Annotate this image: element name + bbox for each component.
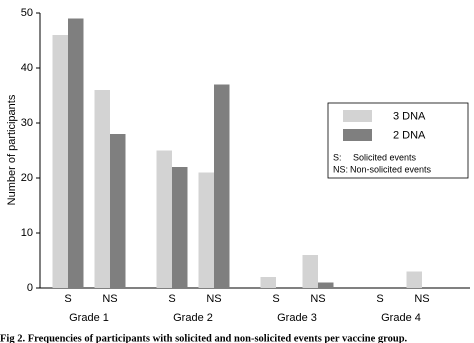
x-tick-label: S [168, 293, 175, 305]
group-label: Grade 4 [381, 312, 421, 324]
y-tick-label: 0 [27, 282, 33, 294]
legend-swatch [343, 110, 372, 122]
legend-note-text: Solicited events [353, 152, 417, 162]
legend-note-text: Non-solicited events [350, 164, 432, 174]
bar [406, 271, 422, 288]
bar [156, 150, 172, 288]
x-tick-label: NS [414, 293, 429, 305]
y-axis-label: Number of participants [6, 94, 18, 205]
legend-note-key: NS: [333, 164, 348, 174]
y-tick-label: 20 [21, 172, 33, 184]
bar [318, 282, 334, 288]
group-label: Grade 3 [277, 312, 317, 324]
bar [260, 277, 276, 288]
legend-note-key: S: [333, 152, 342, 162]
bar [68, 18, 84, 288]
y-tick-label: 30 [21, 117, 33, 129]
bar [52, 35, 68, 288]
group-label: Grade 1 [69, 312, 109, 324]
group-label: Grade 2 [173, 312, 213, 324]
legend-label: 2 DNA [393, 129, 426, 141]
bar [302, 255, 318, 288]
bar [94, 90, 110, 288]
legend-swatch [343, 129, 372, 141]
bar [110, 134, 126, 288]
x-tick-label: NS [310, 293, 325, 305]
bar [214, 84, 230, 288]
y-tick-label: 40 [21, 62, 33, 74]
x-tick-label: NS [102, 293, 117, 305]
y-tick-label: 10 [21, 227, 33, 239]
x-tick-label: S [376, 293, 383, 305]
legend-label: 3 DNA [393, 110, 426, 122]
y-tick-label: 50 [21, 7, 33, 19]
caption: Fig 2. Frequencies of participants with … [0, 333, 408, 343]
bar [172, 167, 188, 288]
x-tick-label: S [272, 293, 279, 305]
x-tick-label: S [64, 293, 71, 305]
x-tick-label: NS [206, 293, 221, 305]
bar [198, 172, 214, 288]
